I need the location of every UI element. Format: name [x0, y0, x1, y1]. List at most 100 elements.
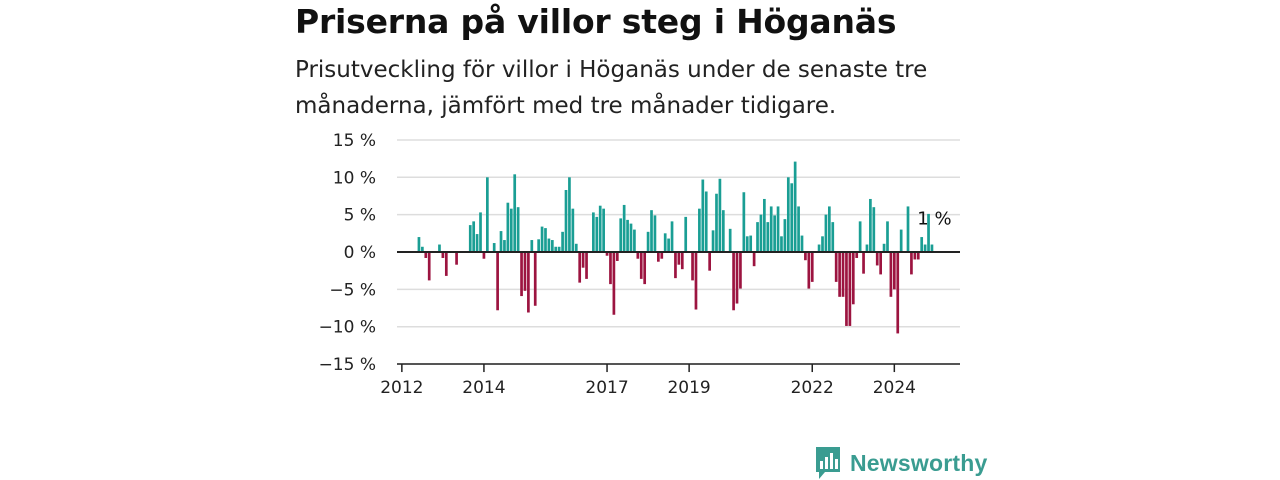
bar — [728, 228, 732, 252]
bar — [417, 237, 421, 252]
y-tick-label: −5 % — [329, 280, 376, 300]
bar — [759, 214, 763, 252]
bars — [417, 161, 934, 334]
bar — [438, 244, 441, 252]
bar — [444, 252, 448, 276]
bar — [906, 206, 910, 252]
bar — [520, 252, 523, 297]
bar — [653, 215, 657, 252]
bar — [694, 252, 698, 310]
bar — [479, 212, 482, 252]
bar — [455, 252, 458, 265]
bar — [752, 252, 756, 267]
bar — [636, 252, 640, 259]
y-tick-label: −10 % — [319, 318, 376, 338]
bar — [739, 252, 742, 289]
y-tick-label: 5 % — [344, 206, 376, 226]
bar — [773, 215, 776, 252]
bar — [475, 234, 479, 252]
bar — [732, 252, 735, 311]
bar — [862, 252, 865, 274]
bar — [828, 206, 831, 252]
bar — [574, 243, 578, 252]
bar — [499, 231, 503, 252]
bar — [513, 174, 517, 252]
bar — [889, 252, 893, 297]
bar — [472, 221, 476, 252]
bar — [851, 252, 855, 305]
chart-title: Priserna på villor steg i Höganäs — [295, 2, 897, 41]
bar — [421, 246, 424, 252]
bar — [817, 244, 821, 252]
bar — [547, 238, 551, 252]
bar — [838, 252, 841, 297]
bar — [561, 231, 564, 252]
bar — [530, 240, 534, 252]
bar — [882, 243, 886, 252]
bar — [663, 233, 667, 252]
bar — [602, 208, 605, 252]
bar — [564, 190, 568, 252]
x-tick-label: 2014 — [462, 378, 505, 398]
bar — [674, 252, 677, 279]
y-tick-label: 15 % — [333, 131, 376, 151]
bar — [595, 216, 599, 252]
bar — [605, 252, 609, 256]
bar — [612, 252, 616, 315]
bar — [650, 210, 653, 252]
bar — [745, 236, 749, 252]
bar — [845, 252, 848, 326]
bar — [660, 252, 664, 259]
brand-name: Newsworthy — [850, 449, 988, 476]
bar — [879, 252, 882, 275]
bar — [568, 177, 571, 252]
bar — [920, 237, 924, 252]
bar — [776, 206, 780, 252]
bar — [571, 208, 575, 252]
bar — [615, 252, 619, 261]
bar — [875, 252, 879, 266]
bar — [540, 226, 544, 252]
bar — [715, 193, 718, 252]
bar — [592, 212, 595, 252]
chart-subtitle: Prisutveckling för villor i Höganäs unde… — [295, 57, 928, 119]
bar — [677, 252, 681, 265]
bar — [804, 252, 807, 261]
bar — [506, 202, 510, 252]
newsworthy-brand[interactable]: Newsworthy — [814, 446, 987, 480]
bar — [509, 208, 513, 252]
x-tick-label: 2022 — [791, 378, 834, 398]
bar — [486, 177, 489, 252]
bar — [766, 222, 770, 252]
bar — [554, 246, 558, 252]
bar — [598, 205, 602, 252]
bar — [657, 252, 660, 262]
bar — [646, 231, 650, 252]
bar — [807, 252, 811, 289]
bar — [899, 229, 903, 252]
bar — [581, 252, 585, 268]
bar — [711, 230, 715, 252]
bar — [629, 223, 633, 252]
last-value-label: 1 % — [917, 209, 951, 230]
bar — [503, 240, 506, 252]
bar — [783, 219, 787, 252]
bar — [769, 206, 773, 252]
bar — [786, 177, 790, 252]
x-tick-label: 2017 — [585, 378, 628, 398]
bar — [619, 218, 623, 252]
bar — [824, 214, 828, 252]
bar — [680, 252, 684, 270]
bar — [684, 216, 688, 252]
bar — [533, 252, 537, 306]
bar — [790, 183, 794, 252]
bar — [869, 198, 872, 252]
bar — [622, 204, 626, 252]
bar — [427, 252, 431, 281]
bar — [841, 252, 845, 297]
newsworthy-logo-icon — [816, 447, 840, 479]
bar — [735, 252, 739, 304]
bar — [927, 213, 930, 252]
x-tick-label: 2012 — [380, 378, 423, 398]
